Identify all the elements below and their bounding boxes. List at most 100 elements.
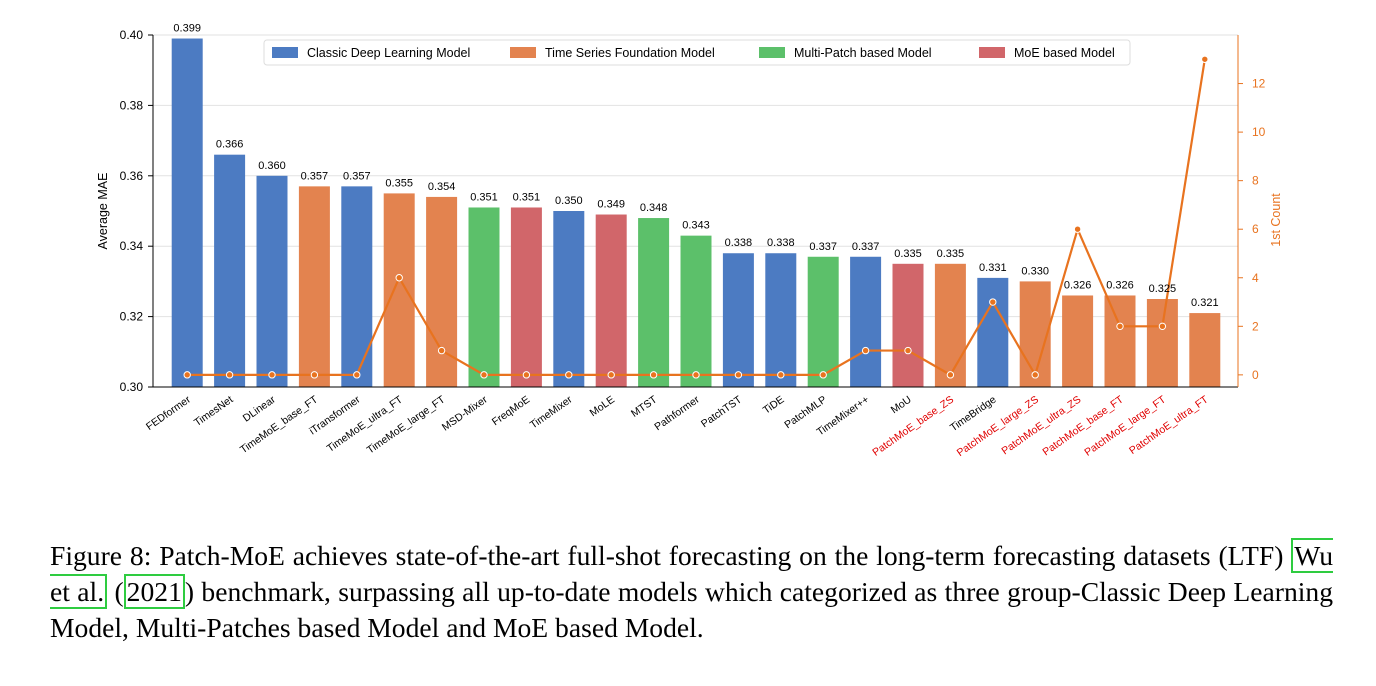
bar-timemoe-ultra-ft — [383, 193, 415, 387]
y-tick-label: 0.32 — [120, 310, 144, 324]
x-tick-label: TimeMoE_large_FT — [365, 393, 448, 456]
bar-timemoe-large-ft — [426, 196, 458, 387]
first-count-marker — [1116, 322, 1124, 331]
y2-tick-label: 6 — [1252, 222, 1259, 236]
x-tick-label: TimeMoE_base_FT — [238, 393, 321, 456]
bar-value-label: 0.337 — [809, 241, 837, 253]
first-count-marker — [183, 371, 191, 379]
y2-tick-label: 8 — [1252, 174, 1259, 188]
bar-timesnet — [214, 154, 246, 387]
bar-value-label: 0.330 — [1021, 265, 1049, 277]
first-count-marker — [353, 371, 361, 379]
y-tick-label: 0.38 — [120, 98, 144, 112]
citation-year-link[interactable]: 2021 — [123, 574, 185, 609]
bar-patchmoe-ultra-ft — [1189, 313, 1221, 387]
first-count-marker — [989, 298, 997, 306]
bar-value-label: 0.350 — [555, 195, 583, 207]
bar-value-label: 0.354 — [428, 181, 456, 193]
x-tick-label: TiDE — [761, 394, 787, 417]
bar-value-label: 0.357 — [343, 170, 371, 182]
bar-value-label: 0.348 — [640, 202, 668, 214]
first-count-marker — [225, 371, 234, 379]
x-tick-label: MoU — [889, 394, 914, 417]
bar-mtst — [638, 218, 670, 387]
bar-value-label: 0.360 — [258, 160, 286, 172]
first-count-marker — [649, 371, 658, 379]
bar-mole — [595, 214, 627, 387]
bar-msd-mixer — [468, 207, 500, 387]
x-tick-label: FreqMoE — [490, 394, 532, 429]
bar-timemoe-base-ft — [298, 186, 330, 387]
first-count-marker — [268, 371, 276, 379]
bar-patchmoe-ultra-zs — [1062, 295, 1094, 387]
first-count-marker — [310, 371, 319, 379]
bar-value-label: 0.351 — [470, 191, 498, 203]
x-tick-label: PatchMoE_ultra_FT — [1127, 393, 1211, 457]
first-count-marker — [777, 371, 785, 379]
y2-tick-label: 10 — [1252, 125, 1266, 139]
bar-value-label: 0.349 — [597, 199, 625, 211]
x-tick-label: PatchTST — [699, 393, 745, 430]
bar-value-label: 0.331 — [979, 262, 1007, 274]
y-tick-label: 0.34 — [120, 239, 144, 253]
bar-value-label: 0.351 — [513, 191, 541, 203]
legend-label: MoE based Model — [1014, 46, 1115, 60]
y-tick-label: 0.40 — [120, 28, 144, 42]
axes: 0.30 0.32 0.34 0.36 0.38 0.40 Average MAE 0 2 4 6 8… — [96, 28, 1283, 394]
first-count-marker — [692, 371, 700, 379]
first-count-line — [183, 55, 1209, 379]
bar-itransformer — [341, 186, 373, 387]
y2-tick-label: 2 — [1252, 319, 1259, 333]
x-tick-label: TimeMixer — [528, 393, 575, 431]
legend-label: Time Series Foundation Model — [545, 46, 715, 60]
bar-value-label: 0.325 — [1149, 283, 1177, 295]
legend-swatch — [759, 47, 785, 58]
x-tick-label: MSD-Mixer — [440, 393, 490, 433]
legend-label: Classic Deep Learning Model — [307, 46, 470, 60]
bar-patchmoe-large-ft — [1146, 299, 1178, 387]
caption-prefix: Figure 8: Patch-MoE achieves state-of-th… — [50, 540, 1292, 571]
x-tick-label: FEDformer — [144, 393, 193, 433]
first-count-marker — [395, 274, 403, 282]
first-count-marker — [1201, 55, 1209, 63]
first-count-marker — [480, 371, 488, 379]
bar-timemixer- — [850, 256, 882, 387]
bar-value-label: 0.366 — [216, 139, 244, 151]
first-count-marker — [904, 346, 912, 355]
bar-value-label: 0.326 — [1106, 279, 1134, 291]
citation-author-link[interactable]: Wu et al. — [50, 538, 1333, 609]
y2-axis-title: 1st Count — [1269, 193, 1283, 247]
x-tick-label: DLinear — [241, 393, 278, 424]
first-count-marker — [522, 371, 531, 379]
bar-patchmlp — [807, 256, 839, 387]
bar-dlinear — [256, 175, 288, 387]
x-tick-label: MTST — [629, 393, 660, 420]
bar-fedformer — [171, 38, 203, 388]
bar-value-label: 0.326 — [1064, 279, 1092, 291]
first-count-marker — [1158, 322, 1167, 331]
citation-open: ( — [107, 576, 124, 607]
bar-value-label: 0.335 — [937, 248, 965, 260]
first-count-marker — [819, 371, 827, 379]
first-count-marker — [1031, 371, 1039, 379]
bar-timemixer — [553, 211, 585, 387]
bar-value-label: 0.321 — [1191, 297, 1219, 309]
caption-suffix: benchmark, surpassing all up-to-date mod… — [50, 576, 1333, 643]
y-axis-title: Average MAE — [96, 173, 110, 250]
legend-swatch — [272, 47, 298, 58]
bar-tide — [765, 253, 797, 387]
first-count-marker — [946, 371, 955, 379]
bar-pathformer — [680, 235, 712, 387]
y2-tick-label: 0 — [1252, 368, 1259, 382]
first-count-marker — [565, 371, 573, 379]
y2-tick-label: 12 — [1252, 77, 1266, 91]
y-tick-label: 0.30 — [120, 380, 144, 394]
bar-value-label: 0.338 — [767, 237, 795, 249]
bar-patchtst — [722, 253, 754, 387]
bar-mou — [892, 263, 924, 387]
bar-patchmoe-base-ft — [1104, 295, 1136, 387]
figure-caption: Figure 8: Patch-MoE achieves state-of-th… — [50, 538, 1333, 646]
bar-value-label: 0.355 — [385, 177, 413, 189]
x-tick-label: Pathformer — [652, 393, 702, 433]
first-count-marker — [734, 371, 743, 379]
